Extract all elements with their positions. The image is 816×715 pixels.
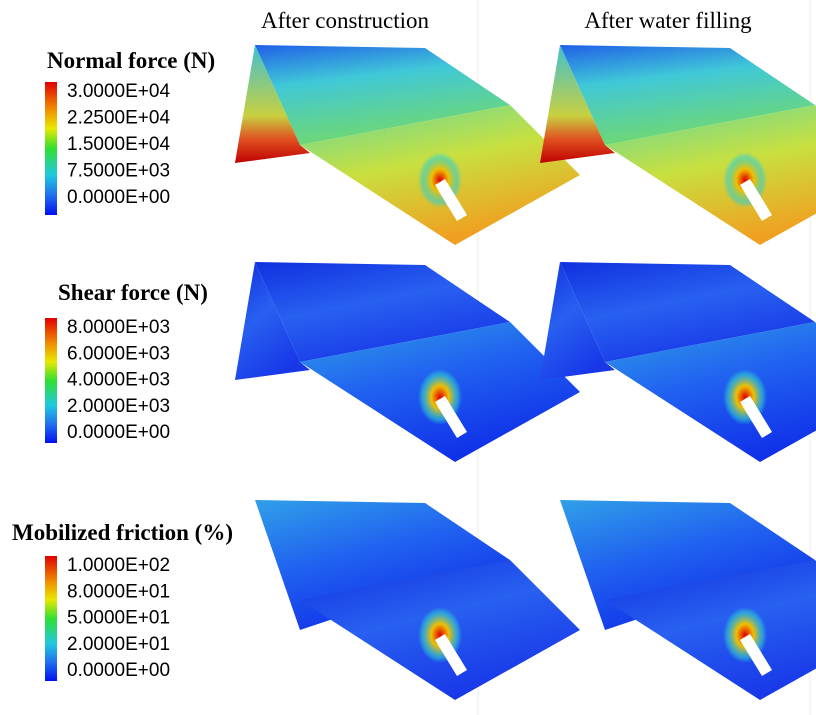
roof-slope (255, 45, 510, 145)
slot (435, 396, 467, 438)
model-render (540, 45, 816, 245)
left-slope (235, 262, 310, 380)
model-render (540, 262, 816, 462)
legend-label: 8.0000E+03 (67, 317, 170, 338)
legend-label: 8.0000E+01 (67, 581, 170, 602)
legend-title: Mobilized friction (%) (12, 520, 233, 545)
legend-label: 0.0000E+00 (67, 187, 170, 208)
color-bar (45, 82, 57, 215)
model-render (255, 500, 580, 700)
color-bar (45, 318, 57, 443)
roof-slope (560, 45, 815, 145)
legend-label: 3.0000E+04 (67, 81, 170, 102)
slot (740, 396, 772, 438)
model-render (235, 262, 580, 462)
model-render (235, 45, 580, 245)
legend-title: Normal force (N) (47, 48, 215, 73)
slot (740, 634, 772, 676)
legend-label: 0.0000E+00 (67, 660, 170, 681)
column-title: After water filling (584, 8, 752, 33)
legend-label: 2.2500E+04 (67, 108, 170, 129)
model-render (560, 500, 816, 700)
legend-label: 4.0000E+03 (67, 370, 170, 391)
legend-label: 5.0000E+01 (67, 608, 170, 629)
roof-slope (560, 262, 815, 362)
left-slope (235, 45, 310, 163)
left-slope (540, 262, 615, 380)
roof-slope (255, 262, 510, 362)
slot (435, 634, 467, 676)
legend-label: 0.0000E+00 (67, 422, 170, 443)
legend-label: 1.0000E+02 (67, 555, 170, 576)
slot (740, 179, 772, 221)
legend-label: 2.0000E+01 (67, 634, 170, 655)
color-bar (45, 556, 57, 681)
legend-label: 1.5000E+04 (67, 134, 170, 155)
legend-label: 2.0000E+03 (67, 396, 170, 417)
legend-title: Shear force (N) (58, 280, 208, 305)
column-title: After construction (261, 8, 429, 33)
left-slope (540, 45, 615, 163)
legend-label: 7.5000E+03 (67, 161, 170, 182)
slot (435, 179, 467, 221)
legend-label: 6.0000E+03 (67, 343, 170, 364)
